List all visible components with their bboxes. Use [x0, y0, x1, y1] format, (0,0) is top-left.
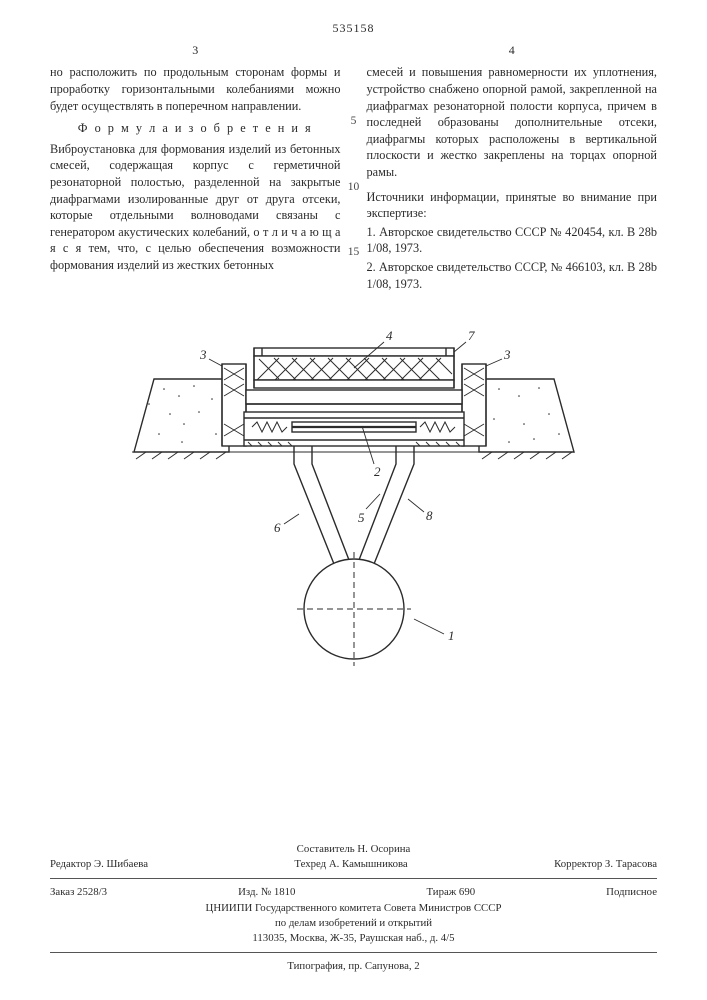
line-number-10: 10 — [345, 180, 363, 196]
label-5: 5 — [358, 510, 365, 525]
line-number-15: 15 — [345, 245, 363, 261]
right-column-number: 4 — [367, 42, 658, 58]
line-number-5: 5 — [345, 114, 363, 130]
patent-number: 535158 — [50, 20, 657, 36]
sources-heading: Источники информации, принятые во вниман… — [367, 189, 658, 222]
label-1: 1 — [448, 628, 455, 643]
label-7: 7 — [468, 328, 475, 343]
source-1: 1. Авторское свидетельство СССР № 420454… — [367, 224, 658, 257]
sign: Подписное — [606, 885, 657, 900]
label-3-left: 3 — [199, 347, 207, 362]
tirazh: Тираж 690 — [426, 885, 475, 900]
label-8: 8 — [426, 508, 433, 523]
label-2: 2 — [374, 464, 381, 479]
formula-heading: Ф о р м у л а и з о б р е т е н и я — [50, 120, 341, 137]
org-1: ЦНИИПИ Государственного комитета Совета … — [50, 901, 657, 916]
editor: Редактор Э. Шибаева — [50, 857, 148, 872]
label-3-right: 3 — [503, 347, 511, 362]
side-mount-left — [222, 364, 246, 446]
printer: Типография, пр. Сапунова, 2 — [50, 959, 657, 974]
resonator-cavity — [244, 412, 464, 446]
generator — [297, 552, 411, 666]
org-2: по делам изобретений и открытий — [50, 916, 657, 931]
order: Заказ 2528/3 — [50, 885, 107, 900]
compiler: Составитель Н. Осорина — [50, 842, 657, 857]
colophon: Составитель Н. Осорина Редактор Э. Шибае… — [50, 842, 657, 974]
waveguides — [294, 446, 414, 569]
corrector: Корректор З. Тарасова — [554, 857, 657, 872]
right-para-1: смесей и повышения равномерности их упло… — [367, 64, 658, 180]
label-6: 6 — [274, 520, 281, 535]
techred: Техред А. Камышникова — [294, 857, 407, 872]
left-column-number: 3 — [50, 42, 341, 58]
addr: 113035, Москва, Ж-35, Раушская наб., д. … — [50, 931, 657, 946]
patent-figure: 1 2 3 3 4 5 6 7 8 — [50, 324, 657, 694]
left-para-2: Виброустановка для формования изделий из… — [50, 141, 341, 274]
source-2: 2. Авторское свидетельство СССР, № 46610… — [367, 259, 658, 292]
izd: Изд. № 1810 — [238, 885, 295, 900]
label-4: 4 — [386, 328, 393, 343]
side-mount-right — [462, 364, 486, 446]
left-para-1: но расположить по продольным сторонам фо… — [50, 64, 341, 114]
